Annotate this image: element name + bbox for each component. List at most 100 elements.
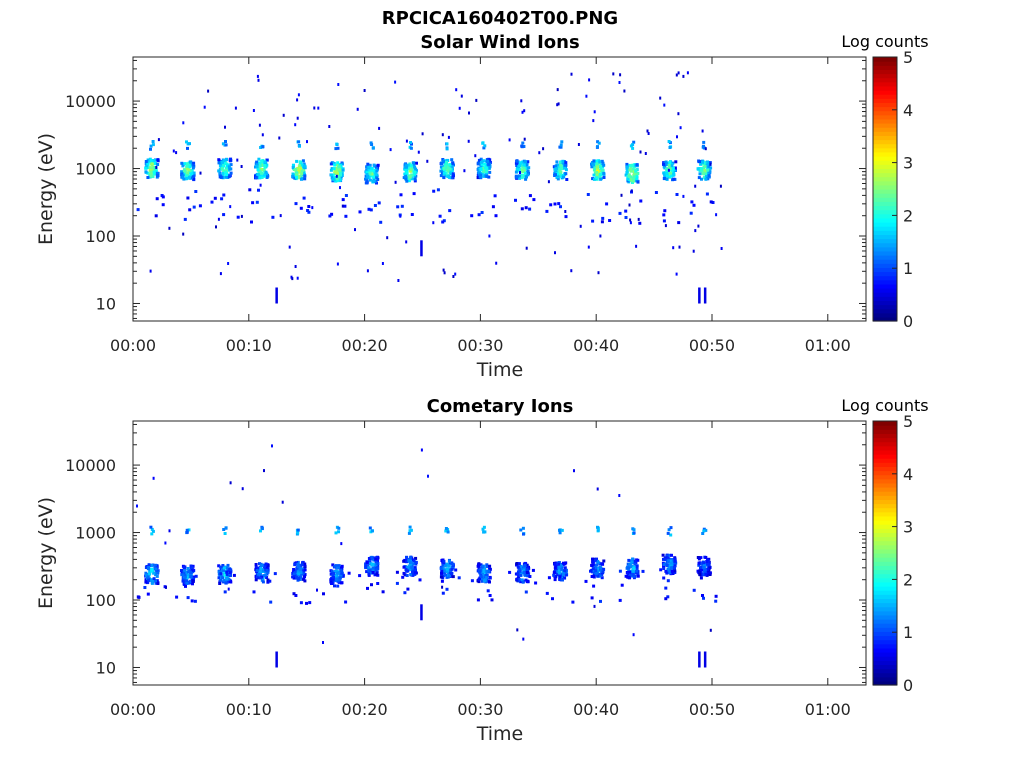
- data-cell: [591, 567, 595, 571]
- colorbar-frame: [872, 420, 898, 686]
- data-cell: [300, 563, 304, 567]
- data-cell: [702, 596, 705, 600]
- data-cell: [311, 206, 314, 210]
- data-cell: [564, 573, 568, 577]
- data-cell: [368, 171, 372, 175]
- data-cell: [701, 145, 705, 149]
- colorbar-segment: [873, 499, 897, 505]
- data-cell: [520, 144, 524, 148]
- data-cell: [711, 201, 715, 204]
- colorbar-segment: [873, 660, 897, 665]
- data-cell: [463, 169, 466, 173]
- data-cell: [297, 577, 300, 581]
- data-cell: [224, 143, 228, 147]
- data-cell: [441, 220, 445, 224]
- data-cell: [405, 240, 408, 244]
- data-cell: [339, 186, 341, 190]
- data-cell: [698, 172, 702, 176]
- data-cell: [190, 566, 194, 570]
- data-cell: [219, 272, 222, 276]
- data-cell: [240, 165, 243, 168]
- data-cell: [182, 121, 185, 125]
- data-cell: [590, 596, 594, 600]
- data-cell: [146, 575, 150, 579]
- data-cell: [217, 169, 221, 173]
- data-cell: [153, 166, 157, 170]
- data-cell: [662, 177, 666, 180]
- y-tick-label: 1000: [75, 524, 116, 543]
- data-cell: [296, 116, 299, 120]
- colorbar-segment: [873, 308, 897, 314]
- data-cell: [488, 580, 491, 584]
- data-cell: [427, 474, 429, 478]
- data-cell: [666, 595, 670, 599]
- data-cell: [448, 561, 452, 565]
- data-cell: [495, 261, 498, 265]
- data-cell: [408, 556, 412, 560]
- data-cell: [414, 562, 418, 566]
- colorbar-segment: [873, 470, 897, 476]
- data-cell: [366, 175, 370, 178]
- data-cell: [365, 177, 369, 180]
- data-cell: [635, 174, 639, 178]
- data-cell: [149, 578, 153, 582]
- data-cell: [689, 211, 693, 215]
- data-cell: [522, 571, 526, 575]
- data-cell: [699, 562, 703, 566]
- data-cell: [372, 173, 376, 177]
- data-cell: [234, 106, 237, 110]
- data-cell: [410, 566, 414, 570]
- data-cell: [258, 176, 262, 180]
- data-cell: [631, 167, 635, 171]
- data-cell: [630, 560, 634, 564]
- data-cell: [483, 162, 487, 166]
- data-cell: [254, 176, 258, 180]
- colorbar-segment: [873, 482, 897, 488]
- data-cell: [412, 161, 415, 165]
- data-cell: [154, 169, 158, 173]
- data-cell: [701, 532, 705, 535]
- data-cell: [333, 176, 337, 180]
- data-cell: [564, 215, 568, 219]
- data-cell: [223, 590, 227, 594]
- colorbar-segment: [873, 672, 897, 678]
- data-cell: [631, 177, 635, 181]
- data-cell: [525, 571, 529, 574]
- data-cell: [181, 176, 185, 180]
- data-cell: [338, 178, 342, 182]
- data-cell: [259, 146, 263, 149]
- data-cell: [225, 166, 228, 170]
- data-cell: [144, 566, 148, 569]
- data-cell: [703, 164, 707, 168]
- data-cell: [596, 525, 599, 529]
- data-cell: [366, 564, 370, 568]
- data-cell: [554, 170, 558, 174]
- x-tick-label: 00:00: [110, 336, 156, 355]
- data-cell: [526, 173, 530, 177]
- data-cell: [335, 163, 339, 167]
- data-cell: [191, 174, 195, 178]
- data-cell: [675, 73, 678, 77]
- data-cell: [706, 171, 710, 175]
- data-cell: [404, 174, 408, 178]
- data-cell: [707, 164, 711, 168]
- data-cell: [229, 171, 233, 175]
- data-cell: [273, 572, 277, 576]
- data-cell: [670, 169, 674, 173]
- data-cell: [467, 139, 470, 143]
- data-cell: [299, 601, 303, 605]
- data-cell: [704, 147, 707, 151]
- data-cell: [331, 573, 335, 577]
- data-cell: [602, 559, 606, 563]
- data-cell: [674, 160, 678, 164]
- solar-wind-ions-panel: Solar Wind Ions 00:00 00:10 00:20 00:30 00:4…: [35, 32, 929, 381]
- data-cell: [440, 579, 444, 583]
- data-cell: [412, 192, 416, 196]
- data-cell: [561, 173, 564, 177]
- data-cell: [364, 564, 368, 568]
- y-tick-label: 10000: [65, 92, 116, 111]
- data-cell: [477, 566, 481, 570]
- data-cell: [407, 179, 411, 183]
- colorbar-segment: [873, 441, 897, 447]
- colorbar-segment: [873, 69, 897, 75]
